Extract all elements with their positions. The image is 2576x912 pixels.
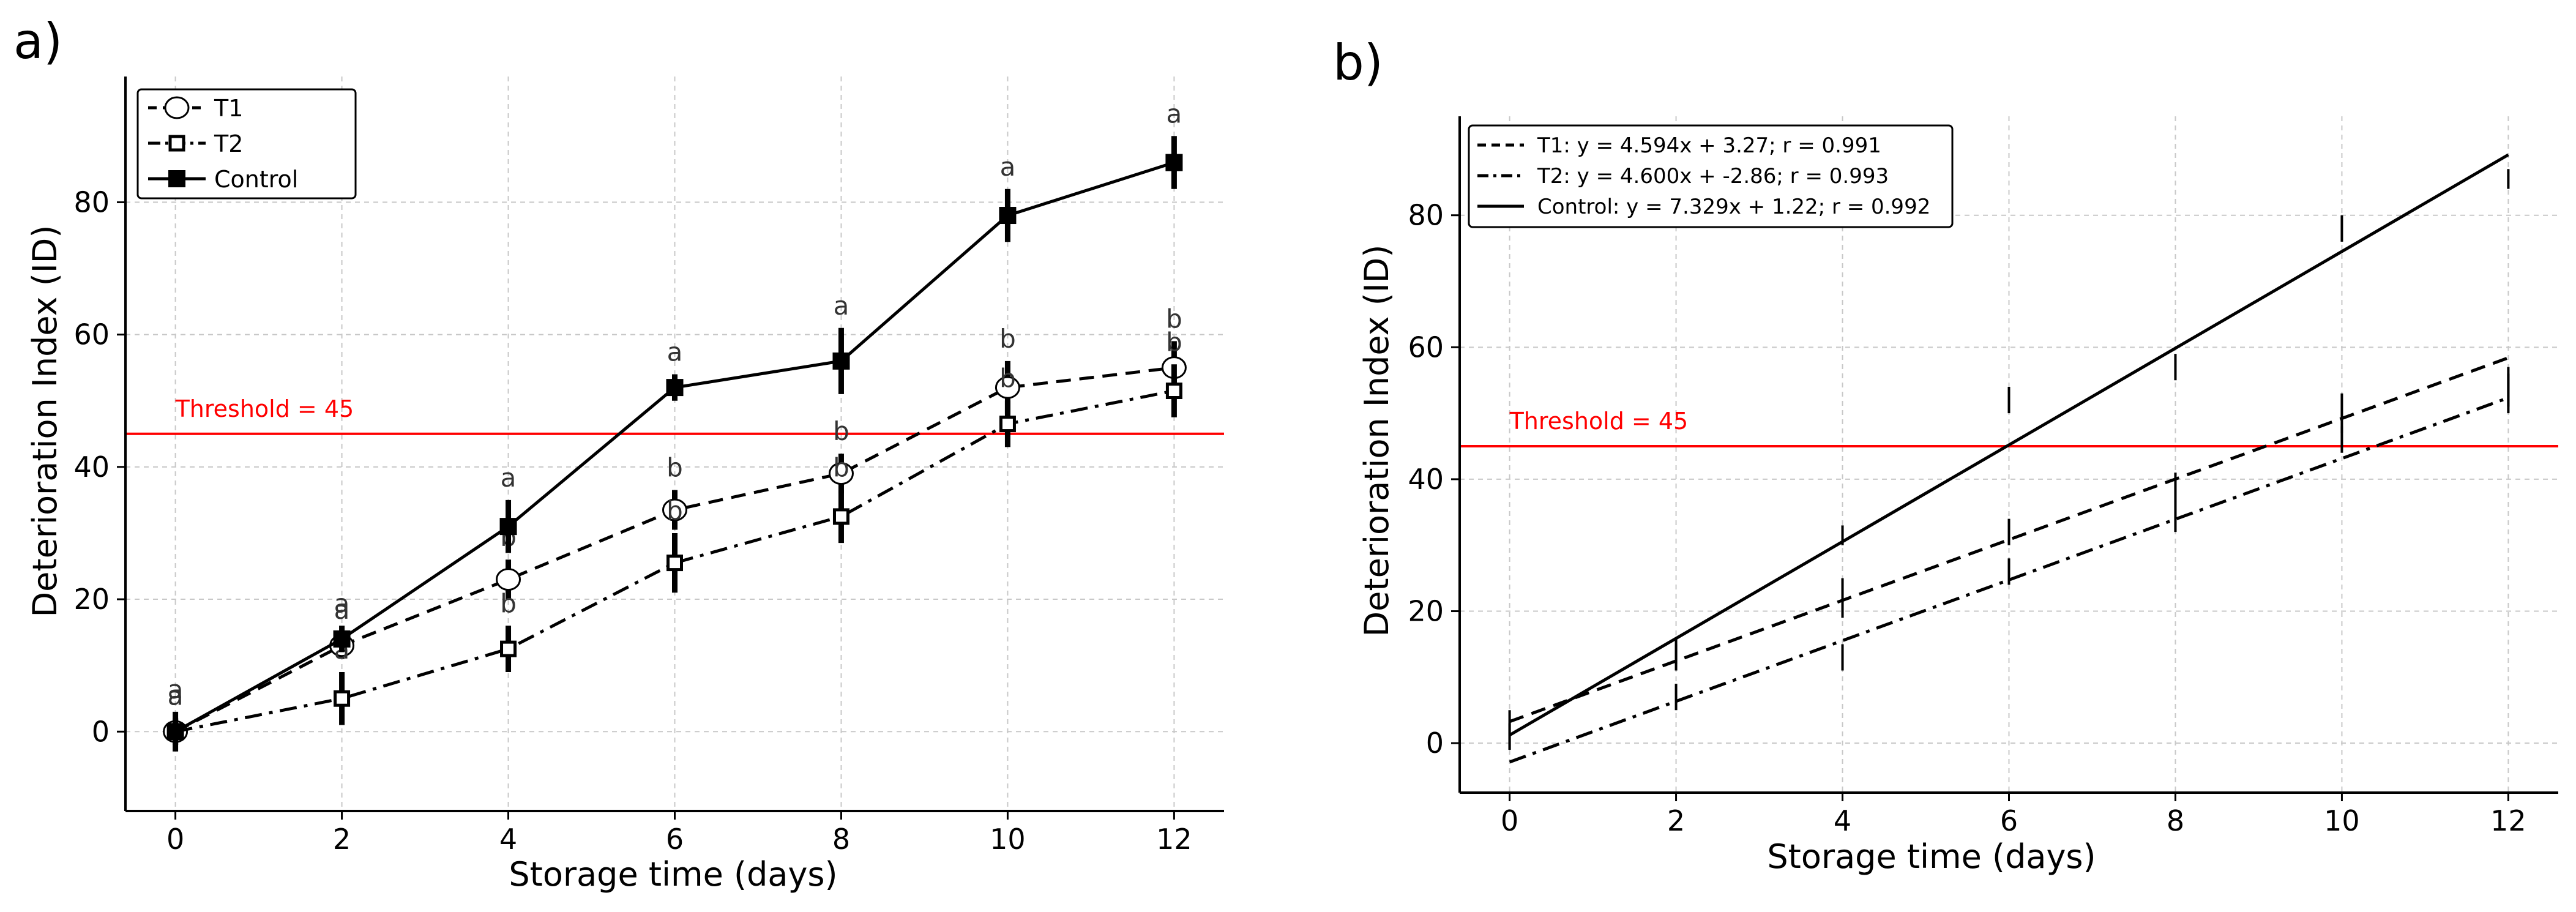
data-point bbox=[1165, 154, 1183, 171]
significance-letter: a bbox=[1167, 99, 1182, 129]
x-tick-label: 0 bbox=[1501, 804, 1518, 837]
data-point bbox=[666, 379, 684, 397]
legend-label-t2: T2 bbox=[214, 130, 243, 157]
significance-letter: b bbox=[500, 588, 517, 618]
x-tick-label: 8 bbox=[2167, 804, 2184, 837]
y-tick-label: 40 bbox=[73, 450, 110, 484]
data-point bbox=[496, 568, 521, 591]
x-tick-label: 12 bbox=[1156, 823, 1192, 856]
significance-letter: a bbox=[334, 595, 350, 625]
y-tick-label: 80 bbox=[1408, 199, 1444, 232]
y-tick-label: 40 bbox=[1408, 463, 1444, 496]
significance-letter: b bbox=[666, 496, 683, 526]
data-point bbox=[166, 723, 184, 741]
significance-letter: a bbox=[168, 681, 184, 711]
significance-letter: b bbox=[999, 364, 1016, 394]
data-point bbox=[832, 352, 850, 370]
x-tick-label: 10 bbox=[990, 823, 1026, 856]
significance-letter: a bbox=[667, 337, 683, 367]
panel-a: a) Threshold = 45 aabbbbbaabbbbbaaaaaaa … bbox=[13, 13, 1224, 894]
panel-a-ticks: 0 2 4 6 8 10 12 0 20 40 60 80 bbox=[73, 185, 1192, 856]
x-tick-label: 0 bbox=[166, 823, 184, 856]
data-point bbox=[999, 416, 1016, 433]
legend-label-control: Control bbox=[214, 166, 298, 193]
significance-letter: b bbox=[833, 416, 849, 446]
data-point bbox=[333, 630, 351, 648]
data-point bbox=[1165, 383, 1182, 400]
y-tick-label: 20 bbox=[73, 583, 110, 616]
legend-label-t1: T1 bbox=[214, 95, 243, 122]
data-point bbox=[499, 518, 517, 536]
x-tick-label: 10 bbox=[2324, 804, 2360, 837]
data-point bbox=[334, 690, 351, 707]
panel-a-legend: T1 T2 Control bbox=[136, 88, 357, 200]
y-tick-label: 0 bbox=[92, 715, 110, 748]
y-tick-label: 60 bbox=[1408, 331, 1444, 364]
series-t2: aabbbbb bbox=[167, 327, 1182, 745]
legend-label-control: Control: y = 7.329x + 1.22; r = 0.992 bbox=[1537, 195, 1930, 219]
significance-letter: b bbox=[666, 453, 683, 483]
panel-b-ticks: 0 2 4 6 8 10 12 0 20 40 60 80 bbox=[1408, 199, 2526, 837]
data-point bbox=[500, 640, 517, 657]
significance-letter: a bbox=[168, 675, 184, 705]
fit-line-control bbox=[1509, 153, 2509, 737]
x-tick-label: 4 bbox=[1834, 804, 1851, 837]
x-tick-label: 6 bbox=[2000, 804, 2018, 837]
series-t2 bbox=[1508, 373, 2510, 764]
data-point bbox=[995, 376, 1020, 399]
significance-letter: a bbox=[834, 291, 849, 321]
y-tick-label: 80 bbox=[73, 185, 110, 219]
y-tick-label: 0 bbox=[1426, 727, 1444, 760]
panel-b-legend: T1: y = 4.594x + 3.27; r = 0.991 T2: y = … bbox=[1468, 124, 1954, 228]
significance-letter: a bbox=[501, 463, 517, 493]
data-point bbox=[828, 462, 854, 485]
panel-a-threshold: Threshold = 45 bbox=[125, 395, 1224, 435]
x-tick-label: 6 bbox=[666, 823, 684, 856]
x-tick-label: 2 bbox=[333, 823, 351, 856]
significance-letter: b bbox=[833, 453, 849, 483]
panel-b-ylabel: Deterioration Index (ID) bbox=[1357, 245, 1396, 637]
significance-letter: a bbox=[1000, 152, 1016, 182]
x-tick-label: 8 bbox=[832, 823, 850, 856]
legend-marker-t2 bbox=[168, 135, 185, 152]
panel-b-xlabel: Storage time (days) bbox=[1767, 837, 2096, 876]
panel-b-series bbox=[1508, 153, 2510, 764]
x-tick-label: 2 bbox=[1667, 804, 1685, 837]
series-control bbox=[1508, 153, 2510, 750]
legend-marker-control bbox=[168, 170, 185, 187]
significance-letter: a bbox=[334, 588, 350, 618]
legend-label-t2: T2: y = 4.600x + -2.86; r = 0.993 bbox=[1537, 164, 1889, 189]
threshold-label: Threshold = 45 bbox=[1509, 408, 1689, 435]
panel-a-label: a) bbox=[13, 13, 62, 70]
significance-letter: b bbox=[1166, 304, 1182, 334]
significance-letter: b bbox=[1166, 327, 1182, 357]
legend-label-t1: T1: y = 4.594x + 3.27; r = 0.991 bbox=[1537, 133, 1881, 158]
significance-letter: b bbox=[999, 324, 1016, 354]
y-tick-label: 20 bbox=[1408, 595, 1444, 628]
data-point bbox=[662, 498, 687, 521]
x-tick-label: 4 bbox=[499, 823, 517, 856]
panel-a-ylabel: Deterioration Index (ID) bbox=[26, 225, 64, 618]
legend-marker-t1 bbox=[164, 96, 190, 119]
panel-b-label: b) bbox=[1333, 34, 1383, 91]
data-point bbox=[666, 555, 683, 572]
panel-a-xlabel: Storage time (days) bbox=[509, 855, 837, 894]
threshold-label: Threshold = 45 bbox=[175, 395, 354, 422]
panel-a-series: aabbbbbaabbbbbaaaaaaa bbox=[163, 99, 1187, 752]
legend-box bbox=[1468, 124, 1954, 228]
data-point bbox=[832, 508, 849, 525]
legend-box bbox=[136, 88, 357, 200]
significance-letter: a bbox=[168, 681, 184, 711]
x-tick-label: 12 bbox=[2490, 804, 2526, 837]
data-point bbox=[999, 207, 1017, 225]
y-tick-label: 60 bbox=[73, 318, 110, 351]
panel-b: b) Threshold = 45 0 2 4 6 8 10 12 0 20 40 60 80 Sto… bbox=[1333, 34, 2558, 876]
